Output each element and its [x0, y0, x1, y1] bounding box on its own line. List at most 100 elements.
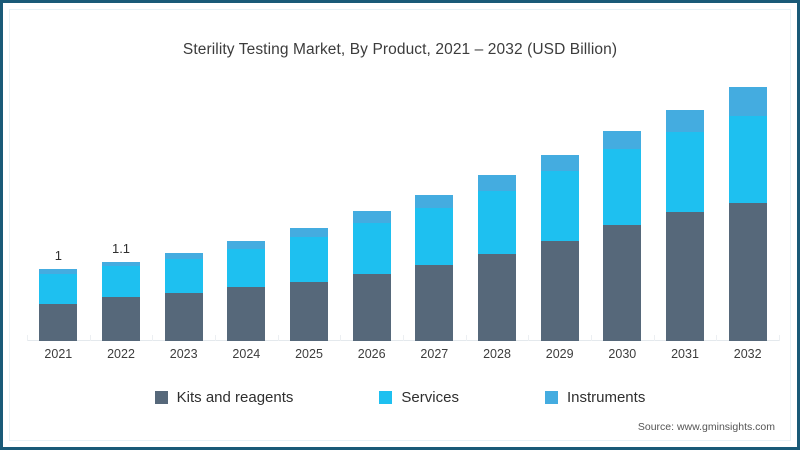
bar-segment-services[interactable] [102, 265, 140, 298]
bar-group[interactable]: 1 [39, 83, 78, 341]
bar-group[interactable] [227, 83, 266, 341]
bar-segment-instruments[interactable] [540, 154, 579, 172]
x-tick-label: 2025 [295, 347, 323, 361]
bar-segment-kits-and-reagents[interactable] [478, 253, 516, 341]
bar-segment-kits-and-reagents[interactable] [415, 265, 454, 341]
chart-title: Sterility Testing Market, By Product, 20… [182, 41, 618, 58]
legend-label: Kits and reagents [176, 389, 294, 406]
x-tick-label: 2021 [44, 347, 73, 361]
chart-legend: Kits and reagents Services Instruments [3, 389, 797, 406]
bar-segment-services[interactable] [39, 274, 78, 304]
bar-stack [352, 211, 391, 341]
legend-label: Instruments [566, 389, 646, 406]
bar-stack [728, 87, 767, 341]
bar-segment-services[interactable] [540, 171, 579, 241]
bar-segment-instruments[interactable] [39, 269, 78, 275]
bar-group[interactable] [352, 83, 391, 341]
legend-swatch-icon [544, 391, 558, 404]
bar-group[interactable] [478, 83, 516, 341]
bar-segment-instruments[interactable] [728, 87, 767, 116]
bar-segment-services[interactable] [164, 258, 203, 293]
bar-segment-kits-and-reagents[interactable] [540, 240, 579, 341]
bar-group[interactable]: 1.1 [102, 83, 140, 341]
bar-value-label: 1 [54, 248, 62, 264]
legend-item-kits-and-reagents[interactable]: Kits and reagents [154, 389, 294, 406]
bar-group[interactable] [290, 83, 328, 341]
x-tick-label: 2027 [420, 347, 449, 361]
bar-segment-instruments[interactable] [415, 194, 454, 208]
grid-tick [152, 335, 154, 341]
bar-segment-services[interactable] [415, 207, 454, 266]
grid-tick [215, 335, 216, 341]
bar-segment-instruments[interactable] [227, 241, 266, 249]
bar-segment-kits-and-reagents[interactable] [352, 274, 391, 341]
bar-stack [227, 241, 266, 341]
bar-group[interactable] [164, 83, 203, 341]
bar-stack [290, 227, 328, 341]
bar-segment-kits-and-reagents[interactable] [39, 303, 78, 341]
x-tick-label: 2029 [545, 347, 574, 361]
bar-group[interactable] [666, 83, 704, 341]
x-tick-label: 2022 [107, 347, 135, 361]
bar-segment-instruments[interactable] [666, 109, 704, 132]
grid-tick [653, 335, 655, 341]
bar-segment-services[interactable] [352, 222, 391, 275]
bar-segment-kits-and-reagents[interactable] [290, 282, 328, 341]
grid-tick [277, 335, 279, 341]
bar-segment-services[interactable] [728, 115, 767, 204]
grid-tick [340, 335, 342, 341]
bar-segment-kits-and-reagents[interactable] [227, 287, 266, 341]
x-tick-label: 2026 [357, 347, 386, 361]
bar-segment-services[interactable] [666, 131, 704, 212]
bar-segment-services[interactable] [227, 248, 266, 288]
bar-segment-kits-and-reagents[interactable] [603, 224, 642, 341]
x-tick-label: 2024 [232, 347, 261, 361]
grid-tick [779, 335, 780, 341]
bar-segment-instruments[interactable] [290, 227, 328, 238]
bar-stack [540, 154, 579, 341]
bar-segment-kits-and-reagents[interactable] [728, 203, 767, 341]
x-tick-label: 2028 [483, 347, 511, 361]
bar-stack [164, 252, 203, 341]
x-tick-label: 2030 [608, 347, 637, 361]
bar-segment-services[interactable] [603, 148, 642, 225]
bar-segment-services[interactable] [290, 237, 328, 283]
grid-tick [403, 335, 404, 341]
bar-group[interactable] [603, 83, 642, 341]
bar-group[interactable] [415, 83, 454, 341]
grid-tick [27, 335, 28, 341]
legend-item-instruments[interactable]: Instruments [544, 389, 646, 406]
legend-item-services[interactable]: Services [379, 389, 459, 406]
grid-tick [591, 335, 592, 341]
bar-segment-kits-and-reagents[interactable] [164, 292, 203, 341]
grid-tick [465, 335, 467, 341]
bar-stack [478, 175, 516, 341]
bar-segment-services[interactable] [478, 190, 516, 254]
x-tick-label: 2031 [671, 347, 699, 361]
bar-segment-instruments[interactable] [603, 131, 642, 149]
bar-value-label: 1.1 [111, 241, 131, 257]
grid-tick [528, 335, 530, 341]
bar-segment-kits-and-reagents[interactable] [666, 212, 704, 341]
bar-group[interactable] [728, 83, 767, 341]
bar-group[interactable] [540, 83, 579, 341]
bar-segment-instruments[interactable] [478, 175, 516, 191]
bar-stack [603, 131, 642, 341]
bar-segment-instruments[interactable] [102, 262, 140, 266]
x-tick-label: 2032 [733, 347, 762, 361]
legend-label: Services [401, 389, 459, 406]
x-axis-labels: 2021 2022 2023 2024 2025 2026 2027 2028 2029 2030… [27, 347, 779, 367]
bar-segment-instruments[interactable] [164, 252, 203, 259]
plot-area: 1 1.1 [27, 83, 780, 341]
grid-tick [89, 335, 91, 341]
x-tick-label: 2023 [169, 347, 198, 361]
legend-swatch-icon [379, 391, 393, 404]
source-note: Source: www.gminsights.com [637, 421, 775, 433]
bar-segment-kits-and-reagents[interactable] [102, 297, 140, 341]
bar-stack [102, 262, 140, 341]
grid-tick [716, 335, 718, 341]
legend-swatch-icon [154, 391, 168, 404]
bar-segment-instruments[interactable] [352, 211, 391, 223]
bar-stack [39, 269, 78, 341]
